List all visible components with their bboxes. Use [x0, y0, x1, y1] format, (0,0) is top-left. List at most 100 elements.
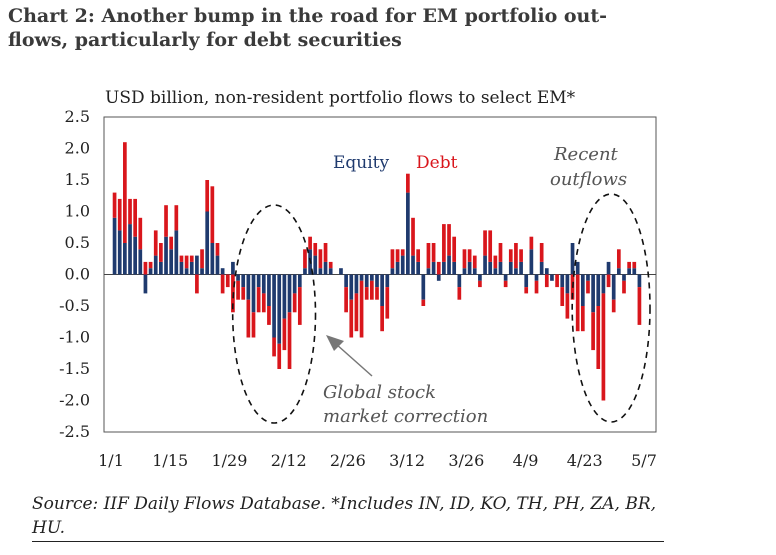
debt-bar [215, 243, 220, 256]
annotation-recent: Recent [553, 144, 619, 165]
correction-ellipse [231, 204, 317, 424]
equity-bar [215, 255, 220, 275]
debt-bar [601, 293, 606, 401]
debt-bar [128, 198, 132, 225]
debt-bar [591, 312, 595, 351]
debt-bar [411, 217, 415, 256]
equity-bar [390, 268, 395, 275]
y-tick-label: -1.5 [59, 359, 90, 378]
equity-bar [344, 274, 348, 288]
equity-bar [539, 261, 544, 275]
equity-bar [364, 274, 369, 288]
equity-bar [123, 243, 127, 275]
equity-bar [400, 255, 405, 275]
debt-bar [555, 274, 559, 288]
debt-bar [205, 180, 210, 212]
equity-bar [436, 274, 441, 281]
debt-bar [123, 142, 127, 243]
debt-bar [133, 198, 137, 237]
equity-bar [514, 268, 518, 275]
debt-bar [622, 280, 626, 294]
debt-bar [452, 236, 457, 262]
legend-equity: Equity [333, 153, 390, 173]
debt-bar [596, 306, 601, 369]
equity-bar [169, 249, 174, 275]
y-tick-label: 2.5 [65, 107, 90, 126]
debt-bar [524, 287, 529, 294]
debt-bar [153, 230, 158, 256]
equity-bar [622, 274, 626, 281]
equity-bar [472, 268, 477, 275]
equity-bar [272, 274, 276, 338]
debt-bar [580, 306, 585, 332]
equity-bar [431, 261, 436, 275]
debt-bar [457, 287, 462, 300]
chart-title-line-2: flows, particularly for debt securities [8, 29, 402, 51]
debt-bar [169, 236, 174, 250]
equity-bar [189, 261, 194, 275]
debt-bar [200, 249, 204, 269]
debt-bar [436, 261, 441, 275]
debt-bar [637, 287, 642, 325]
equity-bar [488, 261, 493, 275]
equity-bar [287, 274, 292, 313]
equity-bar [241, 274, 246, 288]
x-tick-label: 3/26 [448, 451, 484, 470]
equity-bar [143, 274, 148, 294]
debt-bar [375, 287, 379, 300]
debt-bar [514, 243, 518, 269]
debt-bar [292, 293, 297, 313]
x-tick-label: 4/23 [567, 451, 603, 470]
debt-bar [318, 249, 323, 269]
equity-bar [616, 268, 621, 275]
equity-bar [395, 261, 400, 275]
equity-bar [380, 274, 384, 306]
debt-bar [287, 312, 292, 369]
equity-bar [519, 261, 523, 275]
equity-bar [570, 243, 575, 275]
debt-bar [380, 306, 384, 332]
debt-bar [143, 261, 148, 275]
debt-bar [256, 287, 261, 313]
equity-bar [303, 268, 307, 275]
debt-bar [488, 230, 493, 262]
debt-bar [174, 205, 179, 231]
debt-bar [364, 287, 369, 300]
debt-bar [395, 249, 400, 262]
debt-bar [447, 224, 451, 256]
equity-bar [462, 268, 467, 275]
debt-bar [344, 287, 348, 313]
debt-bar [179, 255, 184, 262]
equity-bar [544, 268, 549, 275]
x-tick-label: 4/9 [513, 451, 539, 470]
equity-bar [580, 274, 585, 306]
equity-bar [328, 268, 333, 275]
debt-bar [220, 274, 225, 294]
equity-bar [534, 274, 539, 281]
equity-bar [596, 274, 601, 306]
equity-bar [452, 261, 457, 275]
debt-bar [308, 236, 312, 250]
debt-bar [354, 293, 359, 332]
debt-bar [370, 280, 374, 300]
equity-bar [133, 236, 137, 275]
debt-bar [478, 280, 482, 288]
y-tick-label: -2.5 [59, 422, 90, 441]
equity-bar [529, 249, 534, 275]
debt-bar [159, 243, 163, 262]
debt-bar [498, 243, 503, 262]
equity-bar [267, 274, 271, 306]
x-tick-label: 3/12 [389, 451, 425, 470]
equity-bar [483, 255, 487, 275]
equity-bar [416, 261, 421, 275]
equity-bar [138, 249, 143, 275]
equity-bar [467, 261, 472, 275]
debt-bar [400, 249, 405, 256]
equity-bar [591, 274, 595, 313]
debt-bar [328, 261, 333, 269]
legend: Equity Debt [333, 153, 458, 173]
equity-bar [164, 236, 168, 275]
equity-bar [184, 268, 189, 275]
debt-bar [148, 261, 153, 269]
equity-bar [246, 274, 251, 300]
